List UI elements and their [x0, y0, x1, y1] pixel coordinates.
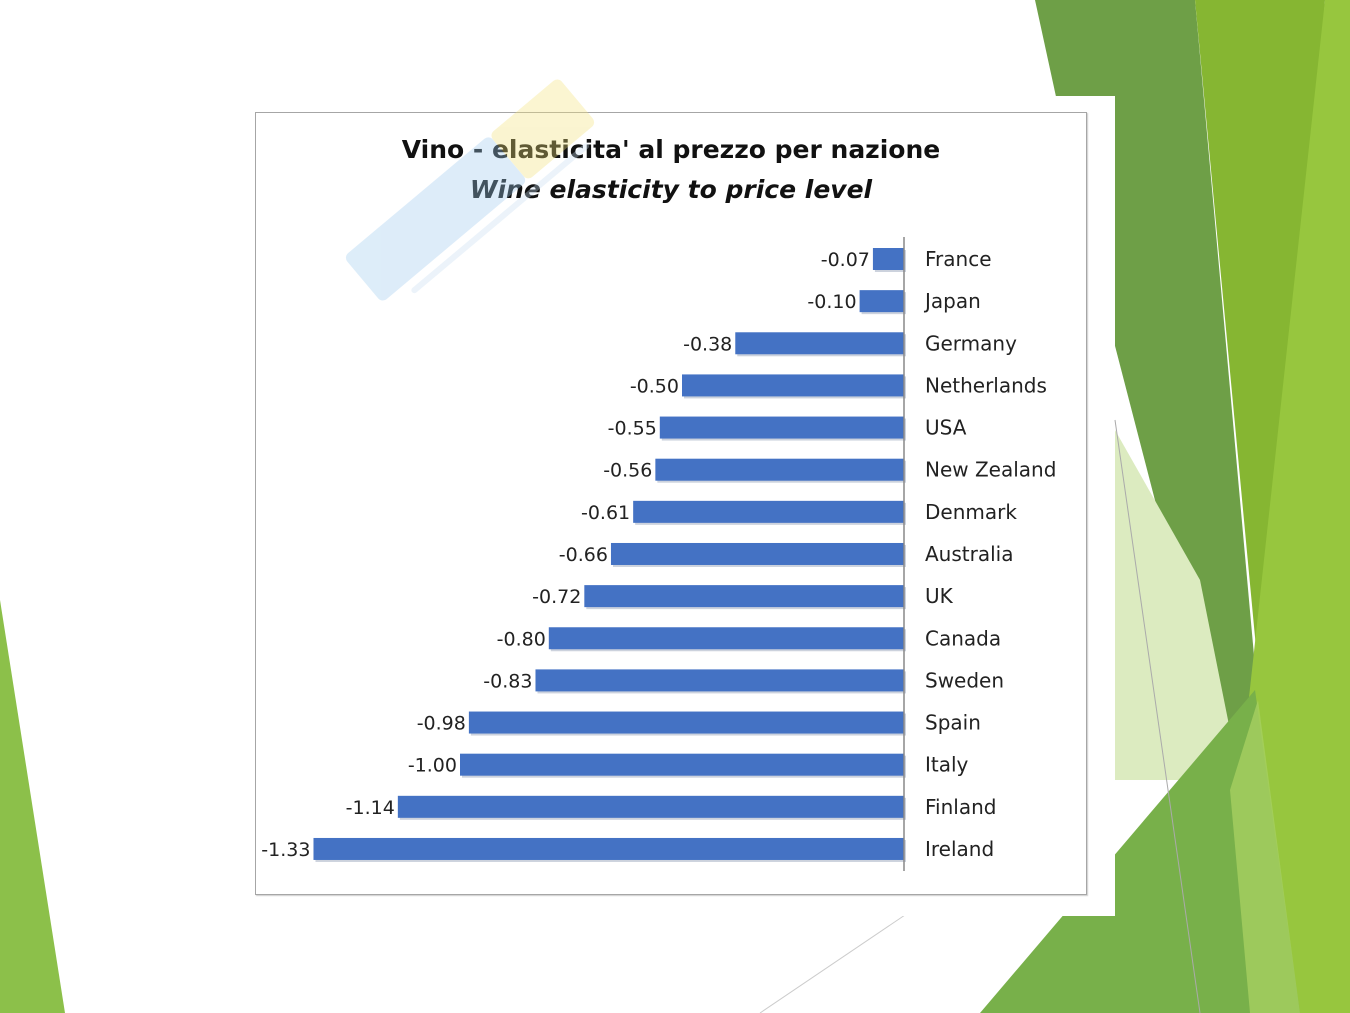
- plot-area: -0.07 France -0.10 Japan -0.38 Germany -0.50 Ne…: [261, 237, 1056, 871]
- data-label: -0.72: [532, 586, 581, 608]
- bar-new-zealand: [655, 458, 904, 481]
- data-label: -1.33: [261, 839, 310, 861]
- data-label: -0.55: [608, 418, 657, 440]
- data-label: -0.83: [483, 670, 532, 692]
- bg-shape: [1115, 430, 1240, 780]
- bar-denmark: [633, 500, 904, 523]
- category-label: New Zealand: [925, 458, 1056, 482]
- bar-sweden: [535, 669, 904, 692]
- data-label: -1.14: [346, 797, 395, 819]
- data-label: -0.10: [807, 291, 856, 313]
- bg-shape: [980, 690, 1300, 1013]
- data-label: -1.00: [408, 755, 457, 777]
- category-label: Ireland: [925, 837, 994, 861]
- category-label: Germany: [925, 331, 1017, 355]
- bar-usa: [659, 416, 904, 439]
- data-label: -0.50: [630, 375, 679, 397]
- bar-australia: [610, 542, 904, 565]
- bg-shape: [1200, 0, 1350, 1013]
- category-label: Denmark: [925, 500, 1017, 524]
- data-label: -0.61: [581, 502, 630, 524]
- category-label: Netherlands: [925, 373, 1047, 397]
- chart-subtitle: Wine elasticity to price level: [469, 175, 873, 204]
- category-label: Sweden: [925, 668, 1004, 692]
- bar-spain: [468, 711, 904, 734]
- category-label: Finland: [925, 795, 996, 819]
- bar-germany: [735, 332, 904, 355]
- category-label: UK: [925, 584, 954, 608]
- data-label: -0.98: [417, 713, 466, 735]
- data-label: -0.07: [821, 249, 870, 271]
- bg-shape: [1195, 0, 1325, 690]
- data-label: -0.38: [683, 333, 732, 355]
- category-label: Canada: [925, 626, 1001, 650]
- bar-netherlands: [682, 374, 904, 397]
- category-label: USA: [925, 416, 967, 440]
- bar-ireland: [313, 837, 905, 860]
- data-label: -0.80: [497, 628, 546, 650]
- chart: Vino - elasticita' al prezzo per nazione…: [255, 112, 1087, 895]
- bar-canada: [548, 627, 904, 650]
- category-label: Spain: [925, 711, 981, 735]
- data-label: -0.66: [559, 544, 608, 566]
- bar-italy: [460, 753, 904, 776]
- bar-finland: [397, 795, 904, 818]
- bar-japan: [859, 290, 904, 313]
- data-label: -0.56: [603, 460, 652, 482]
- bg-shape: [0, 600, 65, 1013]
- category-label: Italy: [925, 753, 969, 777]
- category-label: Australia: [925, 542, 1013, 566]
- bar-uk: [584, 585, 904, 608]
- chart-title: Vino - elasticita' al prezzo per nazione: [401, 135, 941, 164]
- category-label: France: [925, 247, 992, 271]
- category-label: Japan: [923, 289, 981, 313]
- bg-shape: [1230, 700, 1300, 1013]
- bar-france: [872, 248, 904, 270]
